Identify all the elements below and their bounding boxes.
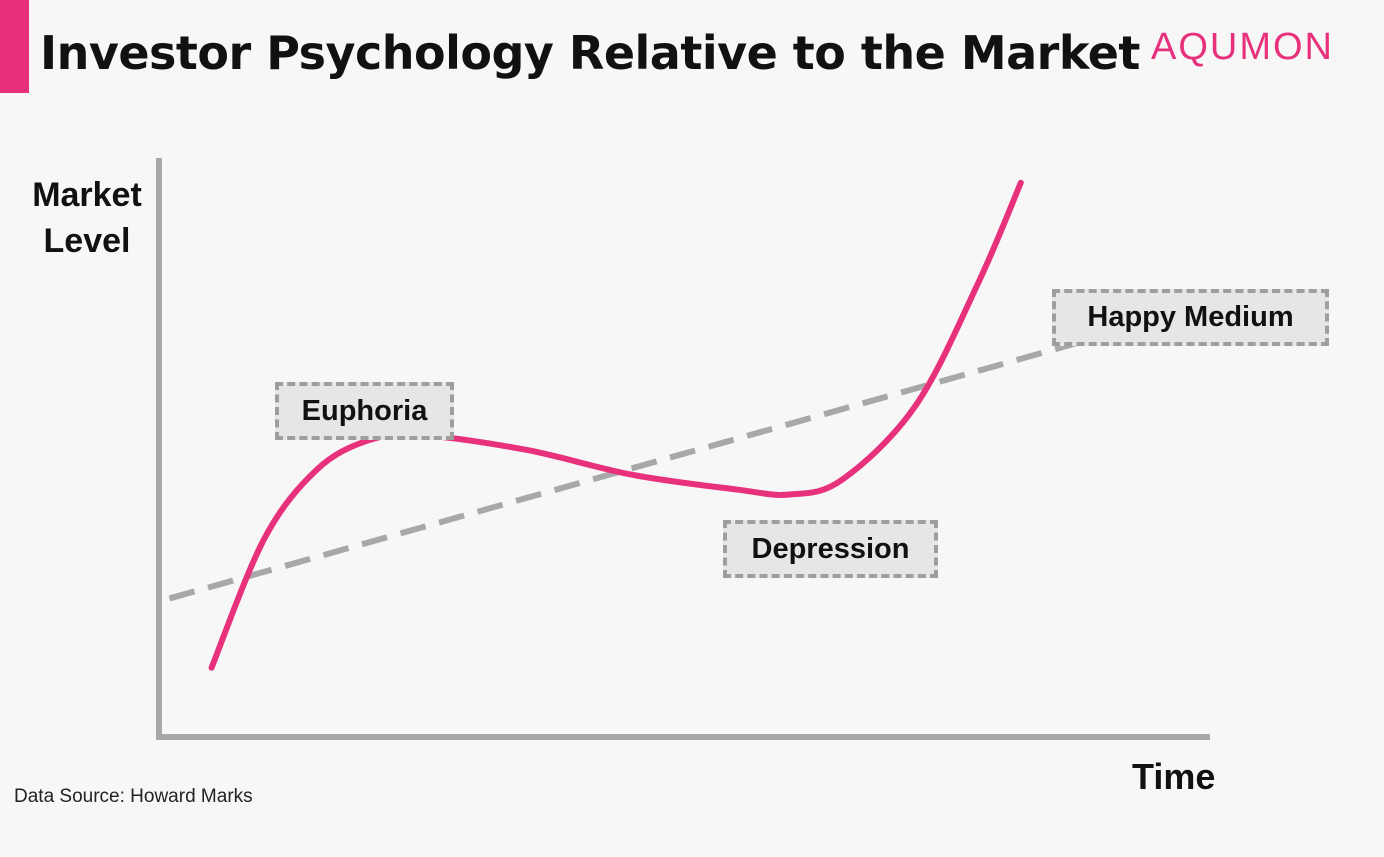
- x-axis-label: Time: [1132, 756, 1216, 797]
- annotation-euphoria: Euphoria: [275, 382, 454, 440]
- annotation-depression: Depression: [723, 520, 938, 578]
- market-cycle-line: [208, 179, 1024, 671]
- y-axis-label-line-1: Market: [32, 176, 142, 214]
- brand-logo: AQUMON: [1151, 26, 1334, 68]
- annotation-happy-medium: Happy Medium: [1052, 289, 1329, 346]
- page-title: Investor Psychology Relative to the Mark…: [40, 26, 1140, 80]
- data-source-note: Data Source: Howard Marks: [14, 786, 253, 807]
- y-axis-label: Market Level: [14, 172, 160, 264]
- y-axis-label-line-2: Level: [43, 222, 131, 260]
- happy-medium-trend-line: [168, 338, 1085, 602]
- accent-bar: [0, 0, 29, 93]
